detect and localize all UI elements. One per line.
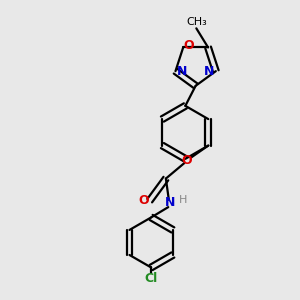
Text: N: N (165, 196, 175, 209)
Text: O: O (182, 154, 192, 167)
Text: O: O (138, 194, 148, 207)
Text: N: N (204, 65, 214, 78)
Text: O: O (184, 40, 194, 52)
Text: CH₃: CH₃ (186, 17, 207, 27)
Text: Cl: Cl (145, 272, 158, 285)
Text: N: N (177, 65, 187, 78)
Text: H: H (178, 195, 187, 205)
